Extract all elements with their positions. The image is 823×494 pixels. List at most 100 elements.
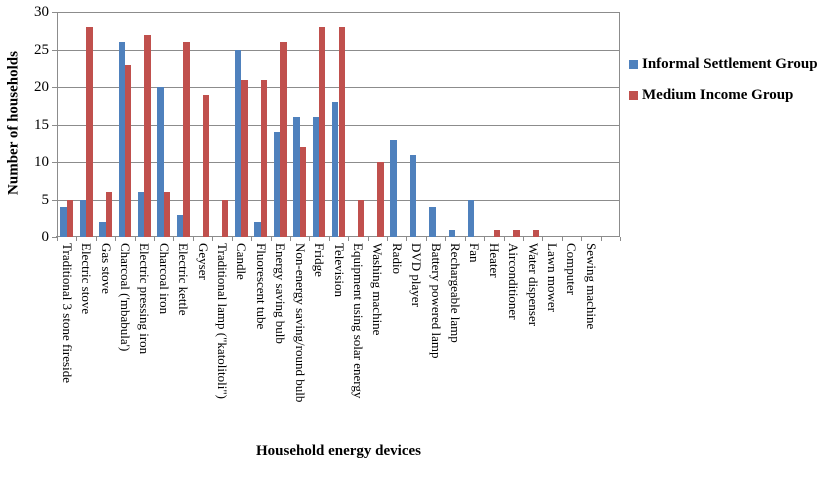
category-label: Water dispenser [525,243,541,327]
bar [86,27,93,237]
category-label: Fan [467,243,483,263]
x-axis-tick [309,237,310,241]
x-axis-tick [601,237,602,241]
legend-label: Informal Settlement Group [642,55,818,72]
x-axis-tick [329,237,330,241]
category-label: Candle [234,243,250,280]
bar [377,162,384,237]
category-label: Washing machine [370,243,386,336]
bar [273,132,281,237]
y-axis-line [57,12,58,237]
bar [429,207,436,237]
bar [105,192,112,237]
x-axis-tick [581,237,582,241]
bar [280,42,287,237]
x-axis-tick [96,237,97,241]
bar [118,42,125,237]
y-axis-tick [52,199,57,201]
x-axis-tick [620,237,621,241]
y-axis-tick [52,87,57,88]
bar [357,199,365,237]
x-axis-tick [115,237,116,241]
x-axis-tick [251,237,252,241]
bar [176,214,184,237]
category-label: DVD player [409,243,425,307]
category-label: Energy saving bulb [273,243,289,344]
category-label: Electric kettle [176,243,192,316]
bar [241,79,248,237]
bar [144,34,151,237]
y-tick-label: 10 [34,154,49,170]
legend-entry: Medium Income Group [629,86,818,104]
bar [235,49,242,237]
bar [254,222,261,237]
x-axis-title: Household energy devices [256,443,421,459]
y-tick-label: 15 [34,116,49,133]
bar [409,154,417,237]
bar [183,42,190,237]
category-label: Electric pressing iron [137,243,153,355]
bar [202,94,209,237]
bar [312,117,320,237]
category-label: Gas stove [98,243,114,294]
category-label: Battery powered lamp [428,243,444,359]
category-label: Heater [486,243,502,278]
x-axis-tick [406,237,407,241]
category-label: Charcoal ('mbabula') [117,243,133,352]
bar [299,147,307,237]
category-label: Radio [389,243,405,275]
x-axis-tick [271,237,272,241]
bar [60,207,67,237]
bar [66,199,74,237]
category-label: Sewing machine [583,243,599,330]
x-axis-tick [193,237,194,241]
plot-area [52,12,621,241]
x-axis-tick [348,237,349,241]
bar [137,192,145,237]
bar [124,64,132,237]
y-tick-label: 20 [34,79,49,95]
bar [390,139,397,237]
bar [467,199,475,237]
y-axis-tick [52,12,57,13]
x-axis-tick [445,237,446,241]
bar [338,27,345,237]
category-label: Television [331,243,347,297]
x-axis-tick [57,237,58,241]
legend-swatch [629,59,638,69]
bar [79,199,87,237]
category-label: Rechargeable lamp [447,243,463,343]
x-axis-tick [562,237,563,241]
bar [99,222,106,237]
x-axis-tick [135,237,136,241]
x-axis-tick [426,237,427,241]
y-tick-label: 5 [41,191,50,208]
gridline [57,12,620,13]
legend-swatch [629,90,638,100]
x-axis-tick [484,237,485,241]
bar [493,229,501,237]
y-axis-tick [52,162,57,163]
x-axis-tick [542,237,543,241]
x-axis-tick [212,237,213,241]
category-label: Equipment using solar energy [350,243,366,399]
category-label: Traditional lamp ("katolitoli") [215,243,231,400]
category-label: Airconditioner [506,243,522,320]
x-axis-tick [232,237,233,241]
plot-right-border [619,12,620,237]
x-axis-tick [173,237,174,241]
x-axis-tick [504,237,505,241]
category-label: Geyser [195,243,211,280]
legend: Informal Settlement Group Medium Income G… [629,55,818,117]
bar [532,229,540,237]
y-tick-label: 0 [41,229,50,245]
category-label: Non-energy saving/round bulb [292,243,308,403]
y-tick-label: 25 [34,41,49,58]
y-axis-tick [52,237,57,238]
category-label: Lawn mower [545,243,561,312]
x-axis-tick [368,237,369,241]
category-label: Electric stove [79,243,95,315]
legend-label: Medium Income Group [642,86,794,103]
bar [163,192,171,237]
